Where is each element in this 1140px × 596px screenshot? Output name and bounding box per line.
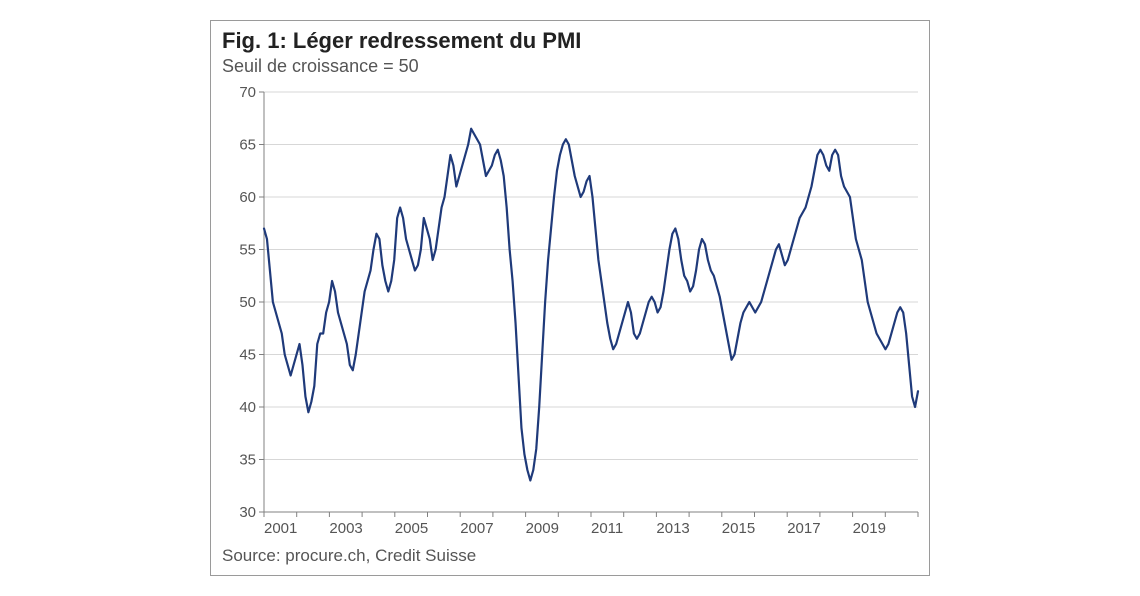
- y-tick-label: 55: [239, 242, 256, 259]
- x-tick-label: 2003: [329, 520, 362, 537]
- x-tick-label: 2013: [656, 520, 689, 537]
- x-tick-label: 2007: [460, 520, 493, 537]
- x-tick-label: 2009: [526, 520, 559, 537]
- x-tick-label: 2017: [787, 520, 820, 537]
- chart-source: Source: procure.ch, Credit Suisse: [222, 546, 476, 566]
- x-tick-label: 2011: [591, 520, 623, 537]
- y-tick-label: 60: [239, 189, 256, 206]
- y-tick-label: 50: [239, 294, 256, 311]
- x-tick-label: 2015: [722, 520, 755, 537]
- x-tick-label: 2005: [395, 520, 428, 537]
- y-tick-label: 35: [239, 452, 256, 469]
- y-tick-label: 30: [239, 504, 256, 521]
- y-tick-label: 65: [239, 137, 256, 154]
- x-tick-label: 2019: [853, 520, 886, 537]
- y-tick-label: 45: [239, 347, 256, 364]
- y-tick-label: 70: [239, 86, 256, 101]
- chart-title: Fig. 1: Léger redressement du PMI: [222, 28, 581, 54]
- chart-subtitle: Seuil de croissance = 50: [222, 56, 419, 77]
- x-tick-label: 2001: [264, 520, 297, 537]
- y-tick-label: 40: [239, 399, 256, 416]
- pmi-series: [264, 129, 918, 481]
- pmi-line-chart: 30 35 40 45 50 55 60 65 70 2001 2003 2005 2007 2009 20…: [220, 86, 924, 546]
